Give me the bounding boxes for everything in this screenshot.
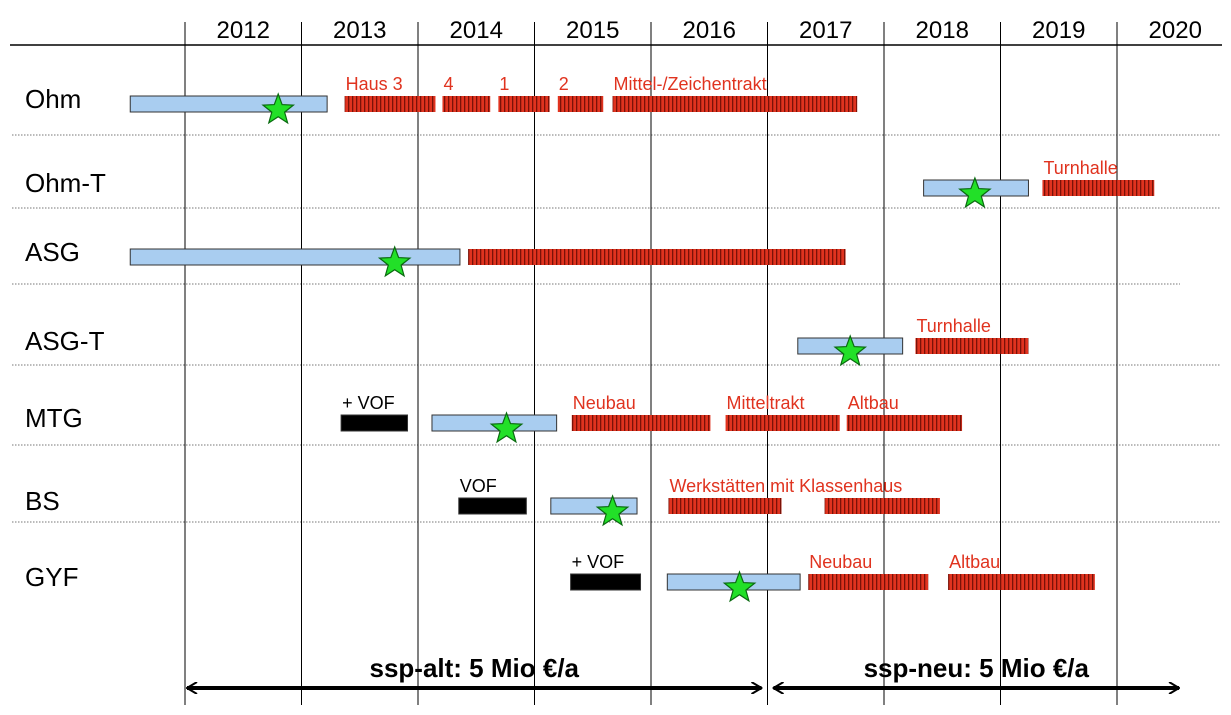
bar [571,415,711,431]
bar [458,497,527,515]
bar-label: Turnhalle [1043,158,1117,178]
bar [468,249,846,265]
star [595,494,630,527]
year-label: 2017 [799,17,852,44]
bar [340,414,409,432]
row-label: Ohm [25,84,81,114]
bar-label: 1 [499,74,509,94]
bar [824,498,940,514]
bar-label: Werkstätten mit Klassenhaus [669,476,902,496]
bar-label: Mitteltrakt [727,393,805,413]
year-label: 2013 [333,17,386,44]
bar [550,497,638,515]
bar-label: + VOF [572,552,625,572]
year-label: 2018 [916,17,969,44]
bar [498,96,550,112]
bar [557,96,604,112]
row-label: Ohm-T [25,168,106,198]
star [261,92,296,125]
row-label: GYF [25,562,78,592]
period-label: ssp-alt: 5 Mio €/a [370,653,580,683]
bar [129,95,328,113]
bar-label: Turnhalle [916,316,990,336]
bar [612,96,858,112]
bar-label: + VOF [342,393,395,413]
year-label: 2020 [1149,17,1202,44]
bar [846,415,963,431]
row-label: ASG [25,237,80,267]
bar [948,574,1095,590]
bar [442,96,491,112]
bar [129,248,461,266]
bar-label: 2 [559,74,569,94]
bar [808,574,929,590]
bar-label: Altbau [848,393,899,413]
bar [1042,180,1155,196]
star [722,570,757,603]
year-label: 2016 [683,17,736,44]
star [833,334,868,367]
star [958,176,992,209]
row-label: ASG-T [25,326,105,356]
year-label: 2012 [217,17,270,44]
bar-label: Mittel-/Zeichentrakt [614,74,767,94]
bar [915,338,1029,354]
bar-label: VOF [460,476,497,496]
row-separators [12,134,1220,523]
year-label: 2014 [450,17,503,44]
star [489,411,524,444]
bar-label: 4 [443,74,453,94]
bar-label: Haus 3 [346,74,403,94]
bar [725,415,840,431]
row-label: BS [25,486,60,516]
bar [668,498,782,514]
bar [344,96,436,112]
row-label: MTG [25,403,83,433]
bar [431,414,558,432]
period-label: ssp-neu: 5 Mio €/a [864,653,1090,683]
bar [570,573,642,591]
bar-label: Neubau [573,393,636,413]
bar-label: Neubau [809,552,872,572]
year-label: 2015 [566,17,619,44]
year-label: 2019 [1032,17,1085,44]
bar-label: Altbau [949,552,1000,572]
star [377,245,412,278]
